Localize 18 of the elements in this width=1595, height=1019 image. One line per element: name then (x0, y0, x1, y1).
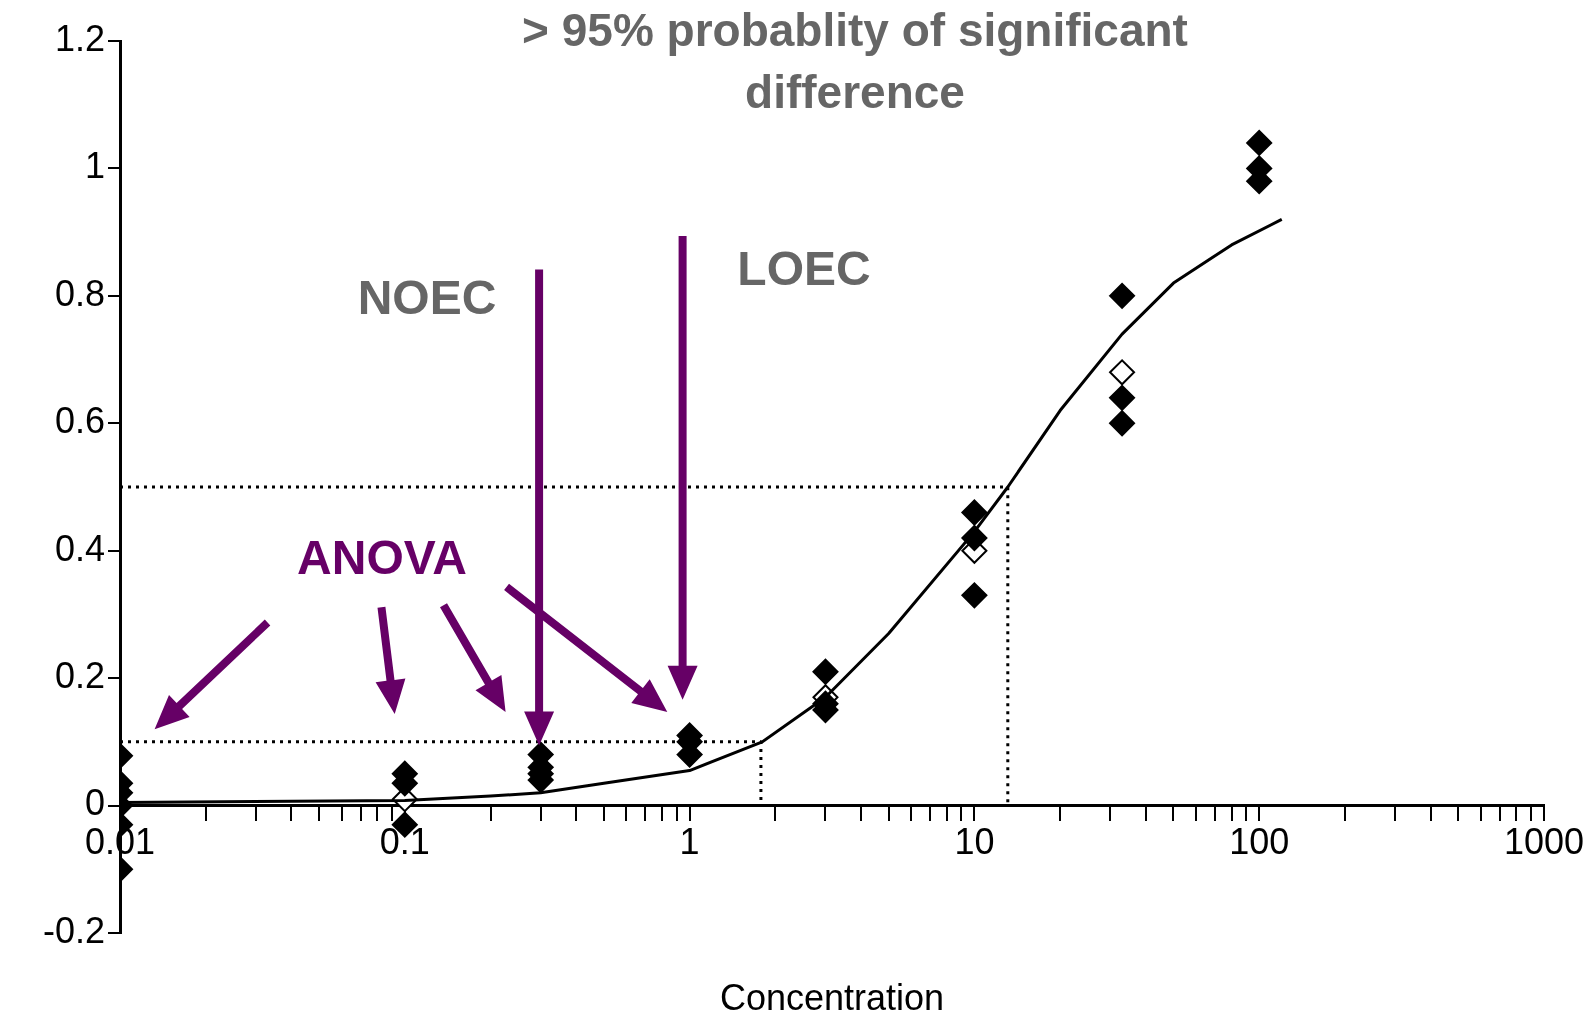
annotation: LOEC (737, 242, 871, 296)
x-tick-label: 0.1 (379, 821, 430, 863)
y-tick-label: 0.8 (54, 272, 105, 314)
x-tick-label: 10 (954, 821, 995, 863)
x-tick-label: 1000 (1503, 821, 1585, 863)
chart-title: > 95% probablity of significant difference (522, 3, 1188, 118)
annotation: NOEC (357, 271, 497, 325)
x-tick-label: 100 (1229, 821, 1290, 863)
x-axis-title: Concentration (719, 976, 945, 1018)
y-tick-label: 0.4 (54, 527, 105, 569)
y-tick-label: 1.2 (54, 17, 105, 59)
y-tick-label: 0 (84, 782, 105, 824)
y-tick-label: 0.6 (54, 400, 105, 442)
annotation: ANOVA (297, 531, 467, 585)
y-tick-label: 1 (84, 145, 105, 187)
y-tick-label: 0.2 (54, 655, 105, 697)
y-tick-label: -0.2 (42, 909, 105, 951)
x-tick-label: 1 (679, 821, 700, 863)
